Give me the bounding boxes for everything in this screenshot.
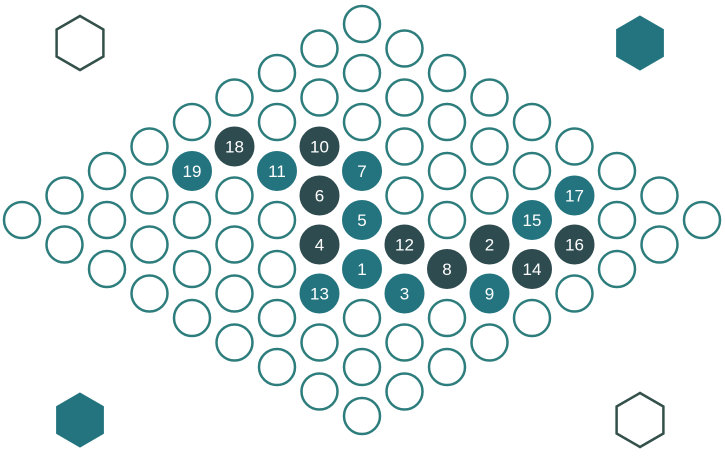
empty-cell[interactable] <box>512 151 552 191</box>
empty-cell[interactable] <box>342 298 382 338</box>
empty-cell[interactable] <box>2 200 42 240</box>
empty-cell[interactable] <box>257 200 297 240</box>
empty-cell[interactable] <box>172 200 212 240</box>
empty-cell[interactable] <box>470 78 509 117</box>
empty-cell[interactable] <box>555 274 594 313</box>
stone-14[interactable] <box>512 249 552 289</box>
empty-cell[interactable] <box>257 53 297 93</box>
empty-cell[interactable] <box>385 323 424 362</box>
empty-cell[interactable] <box>87 200 127 240</box>
empty-cell[interactable] <box>555 127 594 166</box>
empty-cell[interactable] <box>597 249 637 289</box>
hex-top-left-outline <box>55 14 105 72</box>
hex-bottom-right-outline <box>615 391 665 449</box>
empty-cell[interactable] <box>385 29 424 68</box>
empty-cell[interactable] <box>45 176 84 215</box>
stone-9[interactable] <box>469 273 510 314</box>
empty-cell[interactable] <box>385 372 424 411</box>
stone-7[interactable] <box>342 151 382 191</box>
empty-cell[interactable] <box>342 396 382 436</box>
empty-cell[interactable] <box>640 225 679 264</box>
empty-cell[interactable] <box>172 298 212 338</box>
empty-cell[interactable] <box>342 102 382 142</box>
empty-cell[interactable] <box>300 323 339 362</box>
empty-cell[interactable] <box>597 151 637 191</box>
empty-cell[interactable] <box>427 347 467 387</box>
stone-6[interactable] <box>299 175 340 216</box>
stone-3[interactable] <box>384 273 425 314</box>
empty-cell[interactable] <box>130 127 169 166</box>
empty-cell[interactable] <box>87 151 127 191</box>
empty-cell[interactable] <box>640 176 679 215</box>
empty-cell[interactable] <box>342 53 382 93</box>
empty-cell[interactable] <box>385 78 424 117</box>
empty-cell[interactable] <box>385 127 424 166</box>
empty-cell[interactable] <box>257 347 297 387</box>
stone-11[interactable] <box>257 151 297 191</box>
stone-4[interactable] <box>299 224 340 265</box>
empty-cell[interactable] <box>597 200 637 240</box>
empty-cell[interactable] <box>427 53 467 93</box>
empty-cell[interactable] <box>512 298 552 338</box>
empty-cell[interactable] <box>257 249 297 289</box>
stone-15[interactable] <box>512 200 552 240</box>
empty-cell[interactable] <box>45 225 84 264</box>
empty-cell[interactable] <box>682 200 722 240</box>
stone-10[interactable] <box>299 126 340 167</box>
empty-cell[interactable] <box>427 200 467 240</box>
empty-cell[interactable] <box>385 176 424 215</box>
empty-cell[interactable] <box>342 4 382 44</box>
empty-cell[interactable] <box>130 225 169 264</box>
stone-13[interactable] <box>299 273 340 314</box>
empty-cell[interactable] <box>87 249 127 289</box>
stone-2[interactable] <box>469 224 510 265</box>
empty-cell[interactable] <box>427 298 467 338</box>
empty-cell[interactable] <box>470 323 509 362</box>
empty-cell[interactable] <box>512 102 552 142</box>
empty-cell[interactable] <box>300 372 339 411</box>
stone-5[interactable] <box>342 200 382 240</box>
empty-cell[interactable] <box>130 274 169 313</box>
stone-16[interactable] <box>554 224 595 265</box>
empty-cell[interactable] <box>215 323 254 362</box>
empty-cell[interactable] <box>130 176 169 215</box>
empty-cell[interactable] <box>300 78 339 117</box>
hex-top-right-filled <box>616 15 664 71</box>
stone-17[interactable] <box>554 175 595 216</box>
stone-12[interactable] <box>384 224 425 265</box>
empty-cell[interactable] <box>215 176 254 215</box>
empty-cell[interactable] <box>215 225 254 264</box>
corner-markers <box>55 14 665 449</box>
stone-18[interactable] <box>214 126 255 167</box>
empty-cell[interactable] <box>470 176 509 215</box>
empty-cell[interactable] <box>257 102 297 142</box>
empty-cell[interactable] <box>172 102 212 142</box>
hex-bottom-left-filled <box>56 392 104 448</box>
empty-cell[interactable] <box>427 151 467 191</box>
empty-cell[interactable] <box>300 29 339 68</box>
stone-19[interactable] <box>172 151 212 191</box>
empty-cell[interactable] <box>215 274 254 313</box>
empty-cell[interactable] <box>342 347 382 387</box>
stone-1[interactable] <box>342 249 382 289</box>
empty-cell[interactable] <box>257 298 297 338</box>
empty-cell[interactable] <box>172 249 212 289</box>
empty-cell[interactable] <box>215 78 254 117</box>
empty-cell[interactable] <box>470 127 509 166</box>
empty-cell[interactable] <box>427 102 467 142</box>
stone-8[interactable] <box>427 249 467 289</box>
